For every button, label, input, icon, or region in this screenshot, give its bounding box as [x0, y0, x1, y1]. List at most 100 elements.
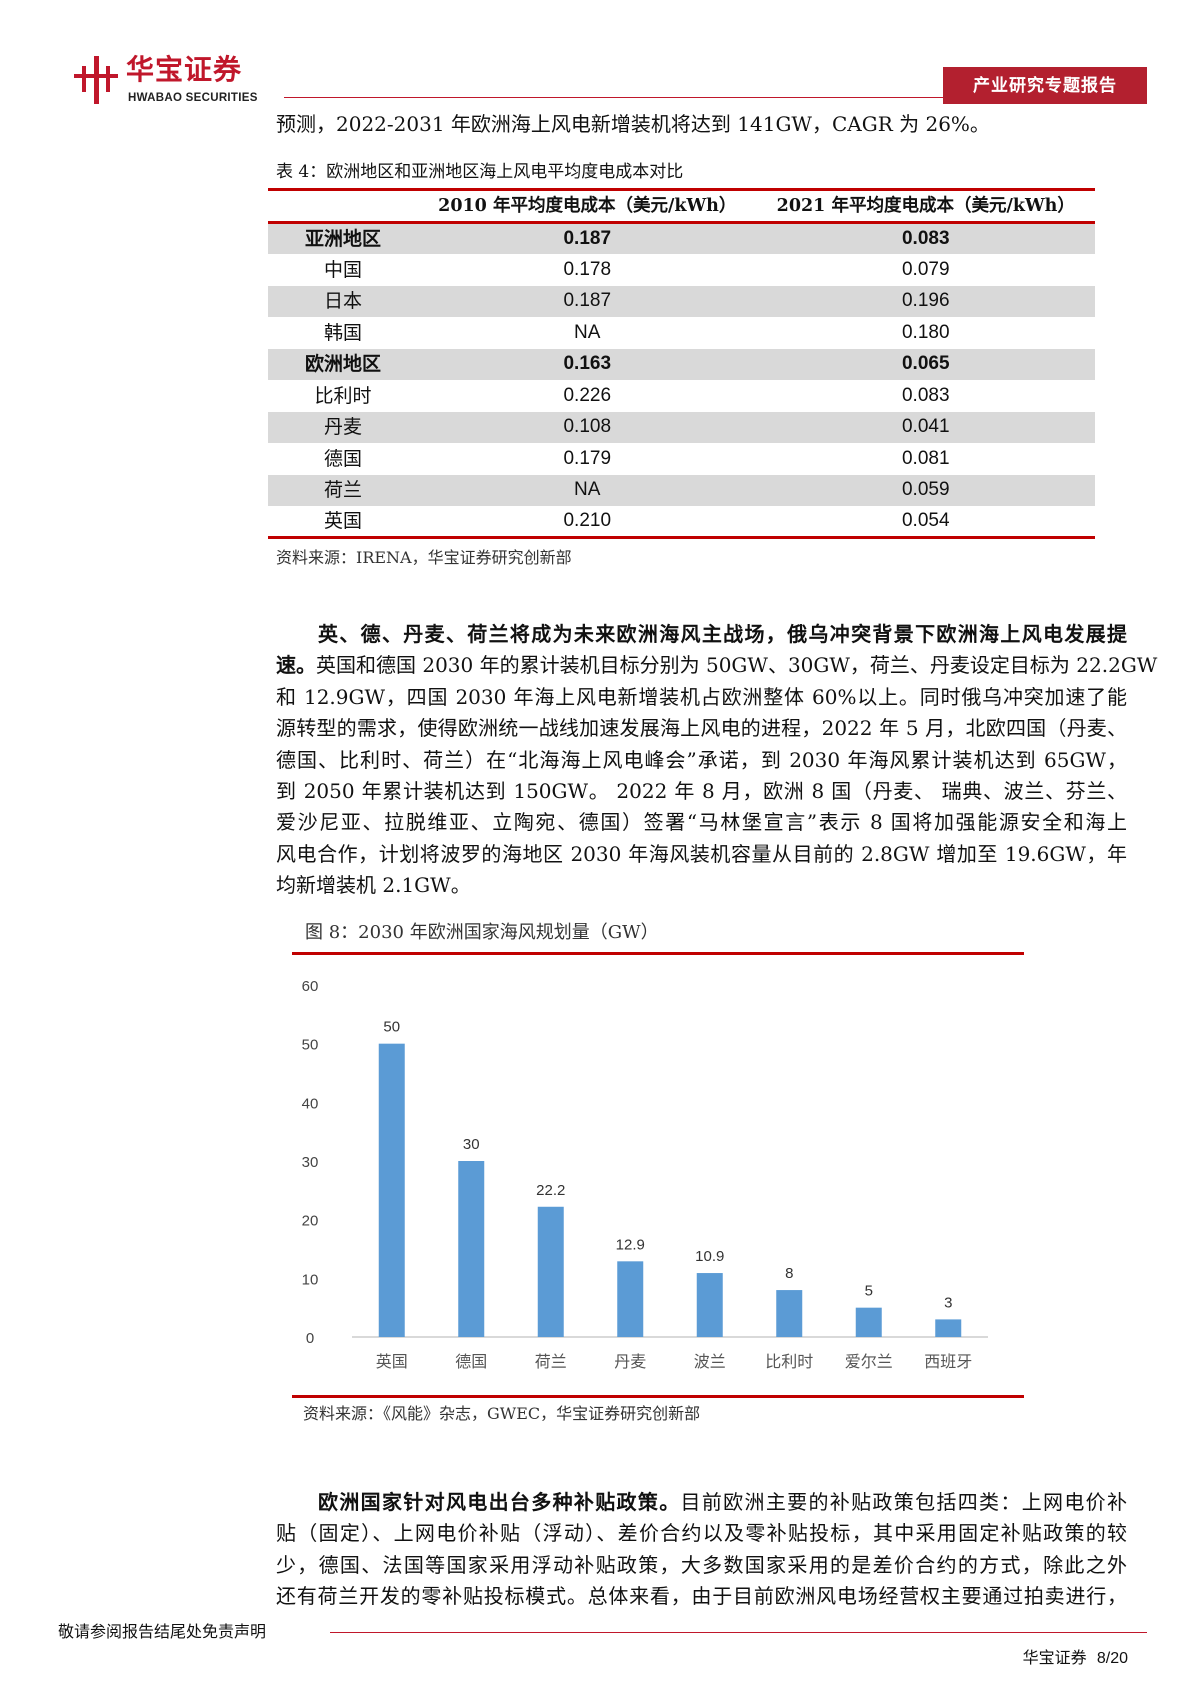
paragraph-line: 均新增装机 2.1GW。 [276, 870, 1127, 901]
page-number: 8/20 [1096, 1650, 1128, 1667]
table-cell-2021: 0.041 [756, 411, 1095, 443]
table-cell-region: 荷兰 [268, 474, 418, 506]
table-row: 荷兰 NA 0.059 [268, 474, 1095, 506]
paragraph-line: 还有荷兰开发的零补贴投标模式。总体来看，由于目前欧洲风电场经营权主要通过拍卖进行… [276, 1581, 1127, 1612]
paragraph-line: 爱沙尼亚、拉脱维亚、立陶宛、德国）签署“马林堡宣言”表示 8 国将加强能源安全和… [276, 807, 1127, 838]
text-run: 还有荷兰开发的零补贴投标模式。总体来看，由于目前欧洲风电场经营权主要通过拍卖进行… [276, 1584, 1127, 1609]
table-cell-2010: 0.178 [563, 258, 612, 280]
text-run: 风电合作，计划将波罗的海地区 2030 年海风装机容量从目前的 2.8GW 增加… [276, 841, 1127, 866]
text-run: 爱沙尼亚、拉脱维亚、立陶宛、德国）签署“马林堡宣言”表示 8 国将加强能源安全和… [276, 810, 1127, 835]
y-tick-label: 60 [302, 978, 319, 995]
table-cell-2010: 0.210 [563, 510, 612, 531]
figure-caption: 图 8：2030 年欧洲国家海风规划量（GW） [305, 922, 659, 943]
y-tick-label: 20 [302, 1213, 319, 1230]
x-tick-label: 波兰 [694, 1352, 726, 1371]
y-tick-label: 50 [302, 1037, 319, 1054]
x-tick-label: 英国 [376, 1352, 408, 1371]
paragraph-subsidy: 欧洲国家针对风电出台多种补贴政策。目前欧洲主要的补贴政策包括四类：上网电价补贴（… [276, 1487, 1127, 1613]
x-tick-label: 荷兰 [535, 1352, 567, 1371]
bar-8 [935, 1319, 962, 1337]
paragraph-europe-battlefield: 英、德、丹麦、荷兰将成为未来欧洲海风主战场，俄乌冲突背景下欧洲海上风电发展提 速。… [276, 619, 1157, 902]
table-cell-region: 中国 [323, 258, 362, 281]
x-tick-label: 丹麦 [614, 1352, 646, 1371]
table-cell-region: 丹麦 [268, 411, 418, 443]
data-label: 10.9 [695, 1248, 724, 1265]
table-cell-2021: 0.059 [756, 474, 1095, 506]
paragraph-line: 到 2050 年累计装机达到 150GW。 2022 年 8 月，欧洲 8 国（… [276, 776, 1127, 807]
table-cell-2010: 0.187 [418, 285, 757, 317]
logo-mark-icon [74, 56, 118, 104]
table-cell-2021: 0.083 [901, 384, 950, 406]
table-cell-region: 韩国 [323, 321, 362, 344]
footer-disclaimer: 敬请参阅报告结尾处免责声明 [58, 1622, 267, 1641]
bar-6 [776, 1290, 803, 1337]
paragraph-line: 少，德国、法国等国家采用浮动补贴政策，大多数国家采用的是差价合约的方式，除此之外 [276, 1550, 1127, 1581]
bar-7 [855, 1307, 882, 1337]
data-label: 8 [785, 1265, 793, 1282]
table-cell-2021: 0.180 [901, 321, 950, 343]
footer-brand: 华宝证券 [1022, 1648, 1087, 1667]
table-header [268, 190, 418, 223]
table-cell-2010: 0.226 [563, 384, 612, 406]
table-row: 德国 0.179 0.081 [268, 443, 1095, 475]
paragraph-line: 英、德、丹麦、荷兰将成为未来欧洲海风主战场，俄乌冲突背景下欧洲海上风电发展提 [276, 619, 1127, 650]
data-label: 50 [383, 1019, 400, 1036]
table-row: 中国 0.178 0.079 [268, 254, 1095, 286]
table-header: 2010 年平均度电成本（美元/kWh） [438, 196, 737, 216]
table-cell-region: 日本 [268, 285, 418, 317]
text-run: 少，德国、法国等国家采用浮动补贴政策，大多数国家采用的是差价合约的方式，除此之外 [276, 1552, 1127, 1577]
table-cell-2010: 0.163 [418, 348, 757, 380]
table-row: 韩国 NA 0.180 [268, 317, 1095, 349]
data-label: 12.9 [616, 1236, 645, 1253]
x-tick-label: 爱尔兰 [845, 1352, 893, 1371]
text-run: 到 2050 年累计装机达到 150GW。 2022 年 8 月，欧洲 8 国（… [276, 778, 1127, 803]
table-cell-2010: NA [574, 321, 601, 343]
footer-page-info: 华宝证券 8/20 [990, 1648, 1128, 1669]
paragraph-line: 德国、比利时、荷兰）在“北海海上风电峰会”承诺，到 2030 年海风累计装机达到… [276, 745, 1127, 776]
figure-top-rule [292, 952, 1024, 955]
table-row: 日本 0.187 0.196 [268, 285, 1095, 317]
table-cell-2021: 0.196 [756, 285, 1095, 317]
table-caption: 表 4：欧洲地区和亚洲地区海上风电平均度电成本对比 [276, 162, 684, 182]
table-row: 欧洲地区 0.163 0.065 [268, 348, 1095, 380]
table-cell-2021: 0.079 [901, 258, 950, 280]
paragraph-line: 源转型的需求，使得欧洲统一战线加速发展海上风电的进程，2022 年 5 月，北欧… [276, 713, 1127, 744]
text-run: 源转型的需求，使得欧洲统一战线加速发展海上风电的进程，2022 年 5 月，北欧… [276, 716, 1127, 741]
bar-5 [696, 1273, 723, 1337]
logo-text-cn: 华宝证券 [126, 53, 243, 86]
x-tick-label: 西班牙 [924, 1352, 972, 1371]
table-cell-2021: 0.065 [756, 348, 1095, 380]
text-run: 和 12.9GW，四国 2030 年海上风电新增装机占欧洲整体 60%以上。同时… [276, 684, 1127, 709]
y-tick-label: 0 [306, 1330, 314, 1347]
paragraph-line: 速。英国和德国 2030 年的累计装机目标分别为 50GW、30GW，荷兰、丹麦… [276, 650, 1157, 681]
y-tick-label: 30 [302, 1154, 319, 1171]
table-cell-region: 比利时 [314, 384, 372, 407]
cost-table: 2010 年平均度电成本（美元/kWh） 2021 年平均度电成本（美元/kWh… [268, 188, 1095, 539]
text-run: 德国、比利时、荷兰）在“北海海上风电峰会”承诺，到 2030 年海风累计装机达到… [276, 747, 1127, 772]
paragraph-line: 和 12.9GW，四国 2030 年海上风电新增装机占欧洲整体 60%以上。同时… [276, 682, 1127, 713]
table-cell-2010: 0.187 [418, 222, 757, 254]
table-cell-region: 亚洲地区 [268, 222, 418, 254]
table-header: 2021 年平均度电成本（美元/kWh） [776, 196, 1075, 216]
data-label: 22.2 [536, 1182, 565, 1199]
data-label: 5 [865, 1283, 873, 1300]
text-run: 目前欧洲主要的补贴政策包括四类：上网电价补 [680, 1490, 1128, 1514]
text-run: 贴（固定）、上网电价补贴（浮动）、差价合约以及零补贴投标，其中采用固定补贴政策的… [276, 1521, 1127, 1546]
table-cell-2010: 0.108 [418, 411, 757, 443]
table-cell-2010: 0.179 [563, 447, 612, 469]
figure-bottom-rule [292, 1395, 1024, 1398]
logo-text-en: HWABAO SECURITIES [128, 92, 258, 104]
y-tick-label: 40 [302, 1095, 319, 1112]
table-cell-2021: 0.083 [756, 222, 1095, 254]
bar-3 [537, 1206, 564, 1337]
header-divider [284, 97, 944, 98]
intro-line: 预测，2022-2031 年欧洲海上风电新增装机将达到 141GW，CAGR 为… [276, 112, 990, 136]
company-logo: 华宝证券 HWABAO SECURITIES [74, 54, 284, 108]
bold-lead: 速。 [276, 653, 316, 678]
paragraph-line: 贴（固定）、上网电价补贴（浮动）、差价合约以及零补贴投标，其中采用固定补贴政策的… [276, 1518, 1127, 1549]
table-row: 亚洲地区 0.187 0.083 [268, 222, 1095, 254]
paragraph-line: 欧洲国家针对风电出台多种补贴政策。目前欧洲主要的补贴政策包括四类：上网电价补 [276, 1487, 1127, 1518]
data-label: 3 [944, 1294, 952, 1311]
footer-divider [330, 1632, 1147, 1633]
table-cell-region: 欧洲地区 [268, 348, 418, 380]
